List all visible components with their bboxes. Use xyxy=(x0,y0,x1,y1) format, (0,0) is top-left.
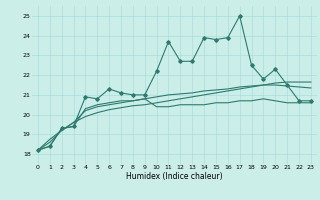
X-axis label: Humidex (Indice chaleur): Humidex (Indice chaleur) xyxy=(126,172,223,181)
